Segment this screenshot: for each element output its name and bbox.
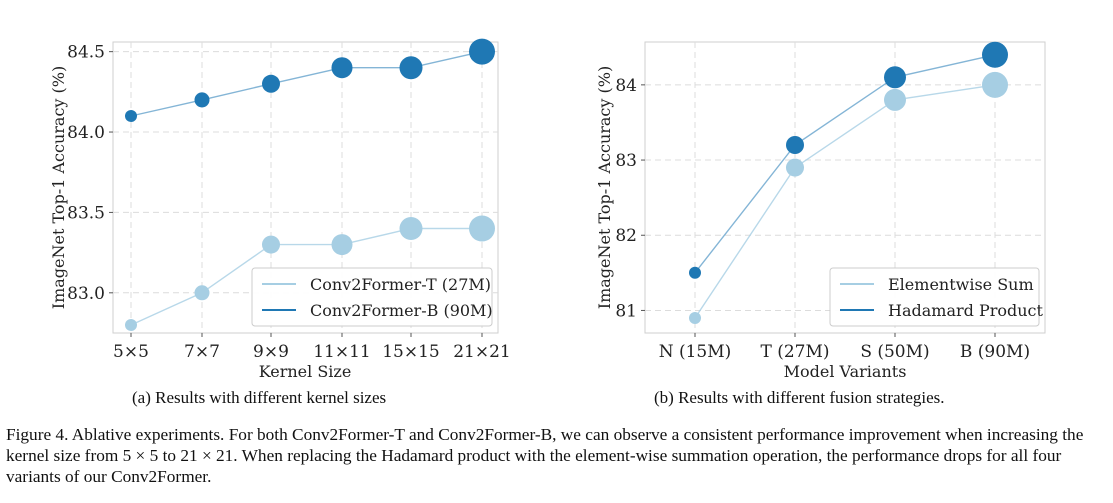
data-point [399,56,423,80]
y-tick-label: 83 [615,151,637,171]
data-point [399,217,423,240]
legend-box [251,267,493,327]
x-tick-label: 5×5 [113,342,149,362]
x-tick-label: 15×15 [382,342,440,362]
chart-a: 83.0 83.5 84.0 84.5 5×5 7×7 9×9 11×11 15×15 21×21… [49,38,511,381]
x-tick-label: 21×21 [453,342,511,362]
data-point [689,266,701,279]
data-point [125,319,137,331]
x-axis-label: Kernel Size [259,362,352,381]
y-tick-label: 81 [615,301,637,321]
y-axis-label: ImageNet Top-1 Accuracy (%) [595,66,614,309]
y-tick-label: 84.0 [67,123,105,143]
series-line-1 [694,84,996,319]
data-point [982,41,1008,68]
data-point [194,92,210,108]
data-point [689,312,701,324]
chart-a-caption: (a) Results with different kernel sizes [132,388,387,407]
chart-b: 81 82 83 84 N (15M) T (27M) S (50M) B (90M) Mode… [595,41,1046,381]
x-tick-label: 7×7 [184,342,220,362]
data-point [786,136,804,154]
x-tick-label: S (50M) [860,342,929,362]
x-tick-label: N (15M) [659,342,732,362]
data-point [125,110,137,122]
data-point [262,235,280,254]
series-line-1 [130,227,482,326]
series-line-2 [130,50,483,117]
legend-box [829,267,1040,327]
data-point [469,38,495,65]
legend: Elementwise Sum Hadamard Product [829,267,1044,327]
x-tick-label: 11×11 [313,342,371,362]
x-tick-label: B (90M) [960,342,1030,362]
series-line-2 [694,54,996,274]
data-point [884,88,906,111]
x-tick-label: 9×9 [253,342,289,362]
data-point [262,74,280,93]
x-axis-label: Model Variants [784,362,907,381]
data-point [331,234,353,256]
y-axis-label: ImageNet Top-1 Accuracy (%) [49,66,68,309]
data-point [331,57,353,79]
y-tick-label: 83.0 [67,284,105,304]
chart-b-caption: (b) Results with different fusion strate… [654,388,945,407]
y-tick-label: 82 [615,226,637,246]
legend-label: Hadamard Product [888,301,1044,320]
figure-caption: Figure 4. Ablative experiments. For both… [6,425,1084,486]
y-tick-label: 84 [615,76,637,96]
legend-label: Elementwise Sum [888,275,1034,294]
data-point [786,158,804,177]
x-tick-label: T (27M) [760,342,829,362]
legend: Conv2Former-T (27M) Conv2Former-B (90M) [251,267,493,327]
data-point [884,66,906,89]
legend-label: Conv2Former-T (27M) [310,275,491,294]
data-point [194,285,210,301]
y-tick-label: 83.5 [67,203,105,223]
data-point [469,215,495,242]
y-tick-label: 84.5 [67,43,105,63]
legend-label: Conv2Former-B (90M) [310,301,493,320]
data-point [982,71,1008,98]
